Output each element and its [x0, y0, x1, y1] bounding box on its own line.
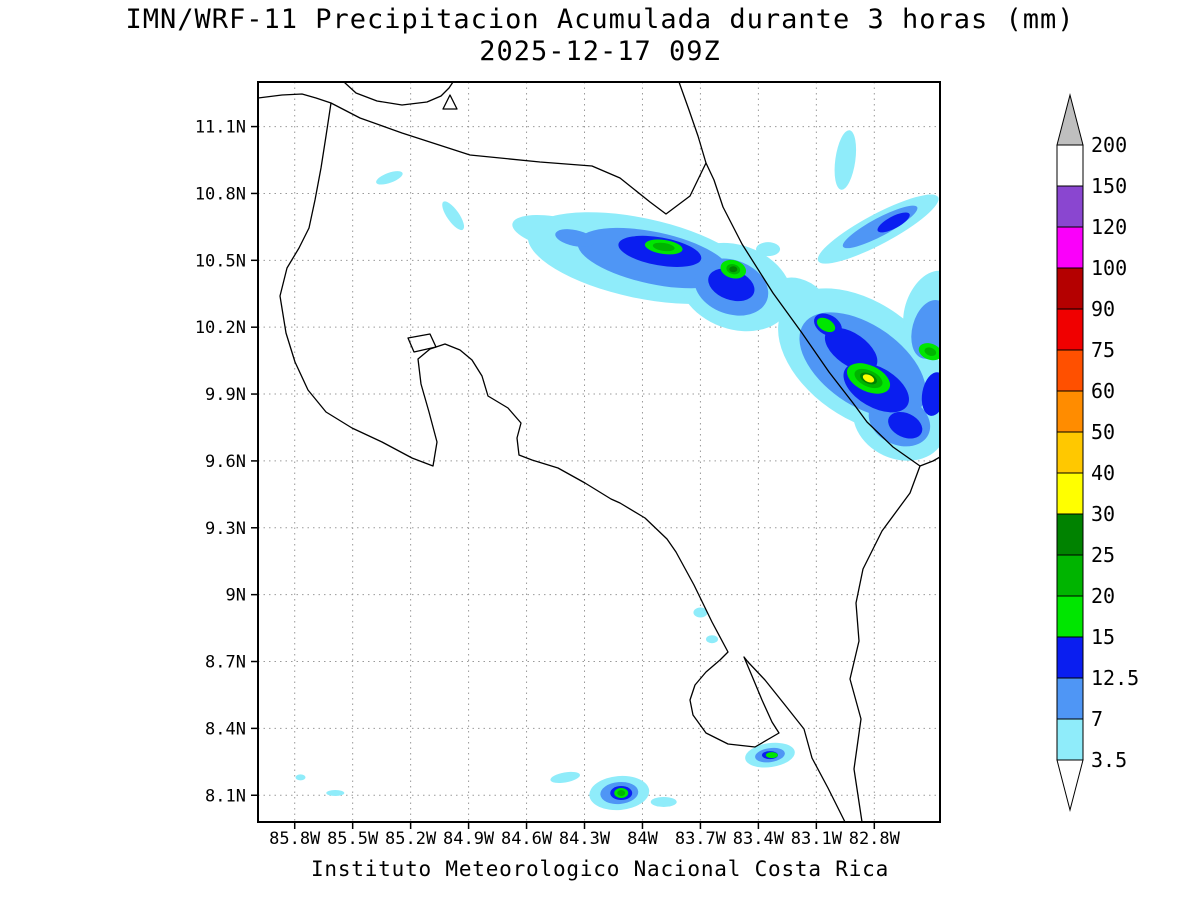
lon-label: 85.5W — [327, 829, 379, 849]
colorbar-segment — [1056, 718, 1084, 761]
lon-label: 85.8W — [269, 829, 321, 849]
map-frame — [257, 81, 941, 823]
colorbar-arrow-top — [1056, 93, 1084, 146]
lat-label: 10.2N — [195, 318, 246, 338]
colorbar-label: 200 — [1091, 133, 1127, 157]
precip-cell — [816, 317, 836, 333]
colorbar-label: 20 — [1091, 584, 1115, 608]
precip-cell — [834, 130, 857, 190]
lon-label: 85.2W — [385, 829, 437, 849]
lat-label: 9.3N — [205, 519, 246, 539]
colorbar-segment — [1056, 636, 1084, 679]
coastline-path — [442, 94, 458, 110]
lon-label: 83.1W — [791, 829, 843, 849]
colorbar-label: 50 — [1091, 420, 1115, 444]
lon-label: 84.6W — [501, 829, 553, 849]
precip-cell — [693, 607, 708, 618]
colorbar-segment — [1056, 472, 1084, 515]
colorbar-label: 3.5 — [1091, 748, 1127, 772]
coastline-path — [678, 82, 707, 164]
colorbar-label: 150 — [1091, 174, 1127, 198]
colorbar-label: 120 — [1091, 215, 1127, 239]
precip-cell — [729, 266, 738, 273]
coastline-path — [343, 82, 454, 106]
precip-cell — [326, 790, 345, 797]
lat-label: 11.1N — [195, 118, 246, 138]
colorbar-label: 40 — [1091, 461, 1115, 485]
precip-cell — [442, 201, 465, 231]
lat-label: 10.5N — [195, 251, 246, 271]
latitude-labels: 11.1N 10.8N 10.5N 10.2N 9.9N 9.6N 9.3N 9N 8.7N 8.… — [195, 118, 246, 807]
colorbar-label: 100 — [1091, 256, 1127, 280]
precip-cell — [617, 790, 626, 797]
precip-cell — [550, 771, 580, 783]
colorbar-segment — [1056, 267, 1084, 310]
precip-cell — [765, 752, 778, 759]
footer-text: Instituto Meteorologico Nacional Costa R… — [310, 857, 890, 881]
colorbar-label: 12.5 — [1091, 666, 1139, 690]
lon-label: 83.4W — [733, 829, 785, 849]
precip-cell — [650, 796, 677, 807]
colorbar-label: 15 — [1091, 625, 1115, 649]
colorbar-label: 25 — [1091, 543, 1115, 567]
lon-label: 84W — [627, 829, 658, 849]
precip-cell — [706, 635, 719, 644]
precip-cell — [824, 327, 878, 372]
colorbar-segment — [1056, 349, 1084, 392]
colorbar-label: 30 — [1091, 502, 1115, 526]
chart-title: IMN/WRF-11 Precipitacion Acumulada duran… — [125, 4, 1075, 35]
lon-label: 84.9W — [443, 829, 495, 849]
chart-subtitle: 2025-12-17 09Z — [479, 36, 721, 67]
lat-label: 9.6N — [205, 452, 246, 472]
lat-label: 9.9N — [205, 385, 246, 405]
precip-cell — [756, 242, 781, 257]
colorbar-label: 60 — [1091, 379, 1115, 403]
colorbar-segment — [1056, 513, 1084, 556]
lon-label: 82.8W — [849, 829, 901, 849]
precip-cell — [652, 242, 675, 252]
precipitation-cells — [295, 130, 940, 811]
precip-cell — [295, 774, 306, 781]
colorbar-label: 90 — [1091, 297, 1115, 321]
precip-cell — [921, 372, 940, 416]
colorbar-segment — [1056, 185, 1084, 228]
colorbar-label: 75 — [1091, 338, 1115, 362]
precip-cell — [555, 229, 595, 247]
lon-label: 83.7W — [675, 829, 727, 849]
coastline-path — [279, 102, 846, 822]
precip-cell — [708, 268, 755, 302]
colorbar: 200 150 120 100 90 75 60 50 40 30 25 20 15 12.5 7 3.5 — [1056, 93, 1139, 812]
precip-cell — [924, 347, 937, 356]
colorbar-segment — [1056, 595, 1084, 638]
lat-label: 8.4N — [205, 719, 246, 739]
coastline — [258, 82, 940, 822]
longitude-labels: 85.8W 85.5W 85.2W 84.9W 84.6W 84.3W 84W 83.7W 83… — [269, 829, 901, 849]
lat-label: 8.1N — [205, 786, 246, 806]
lat-label: 8.7N — [205, 653, 246, 673]
precip-cell — [862, 374, 875, 383]
colorbar-arrow-bottom — [1056, 759, 1084, 812]
colorbar-segment — [1056, 308, 1084, 351]
coastline-path — [919, 456, 940, 467]
lat-label: 10.8N — [195, 184, 246, 204]
colorbar-label: 7 — [1091, 707, 1103, 731]
colorbar-segment — [1056, 390, 1084, 433]
colorbar-segment — [1056, 226, 1084, 269]
grid-lines — [258, 82, 940, 822]
lat-label: 9N — [226, 586, 246, 606]
colorbar-segment — [1056, 144, 1084, 187]
colorbar-segment — [1056, 554, 1084, 597]
lon-label: 84.3W — [559, 829, 611, 849]
axis-ticks — [251, 125, 876, 829]
precip-cell — [376, 171, 403, 185]
precip-cell — [877, 212, 910, 233]
precip-cell — [888, 411, 923, 439]
coastline-path — [407, 333, 437, 353]
coastline-path — [258, 93, 921, 822]
colorbar-segment — [1056, 431, 1084, 474]
colorbar-segment — [1056, 677, 1084, 720]
